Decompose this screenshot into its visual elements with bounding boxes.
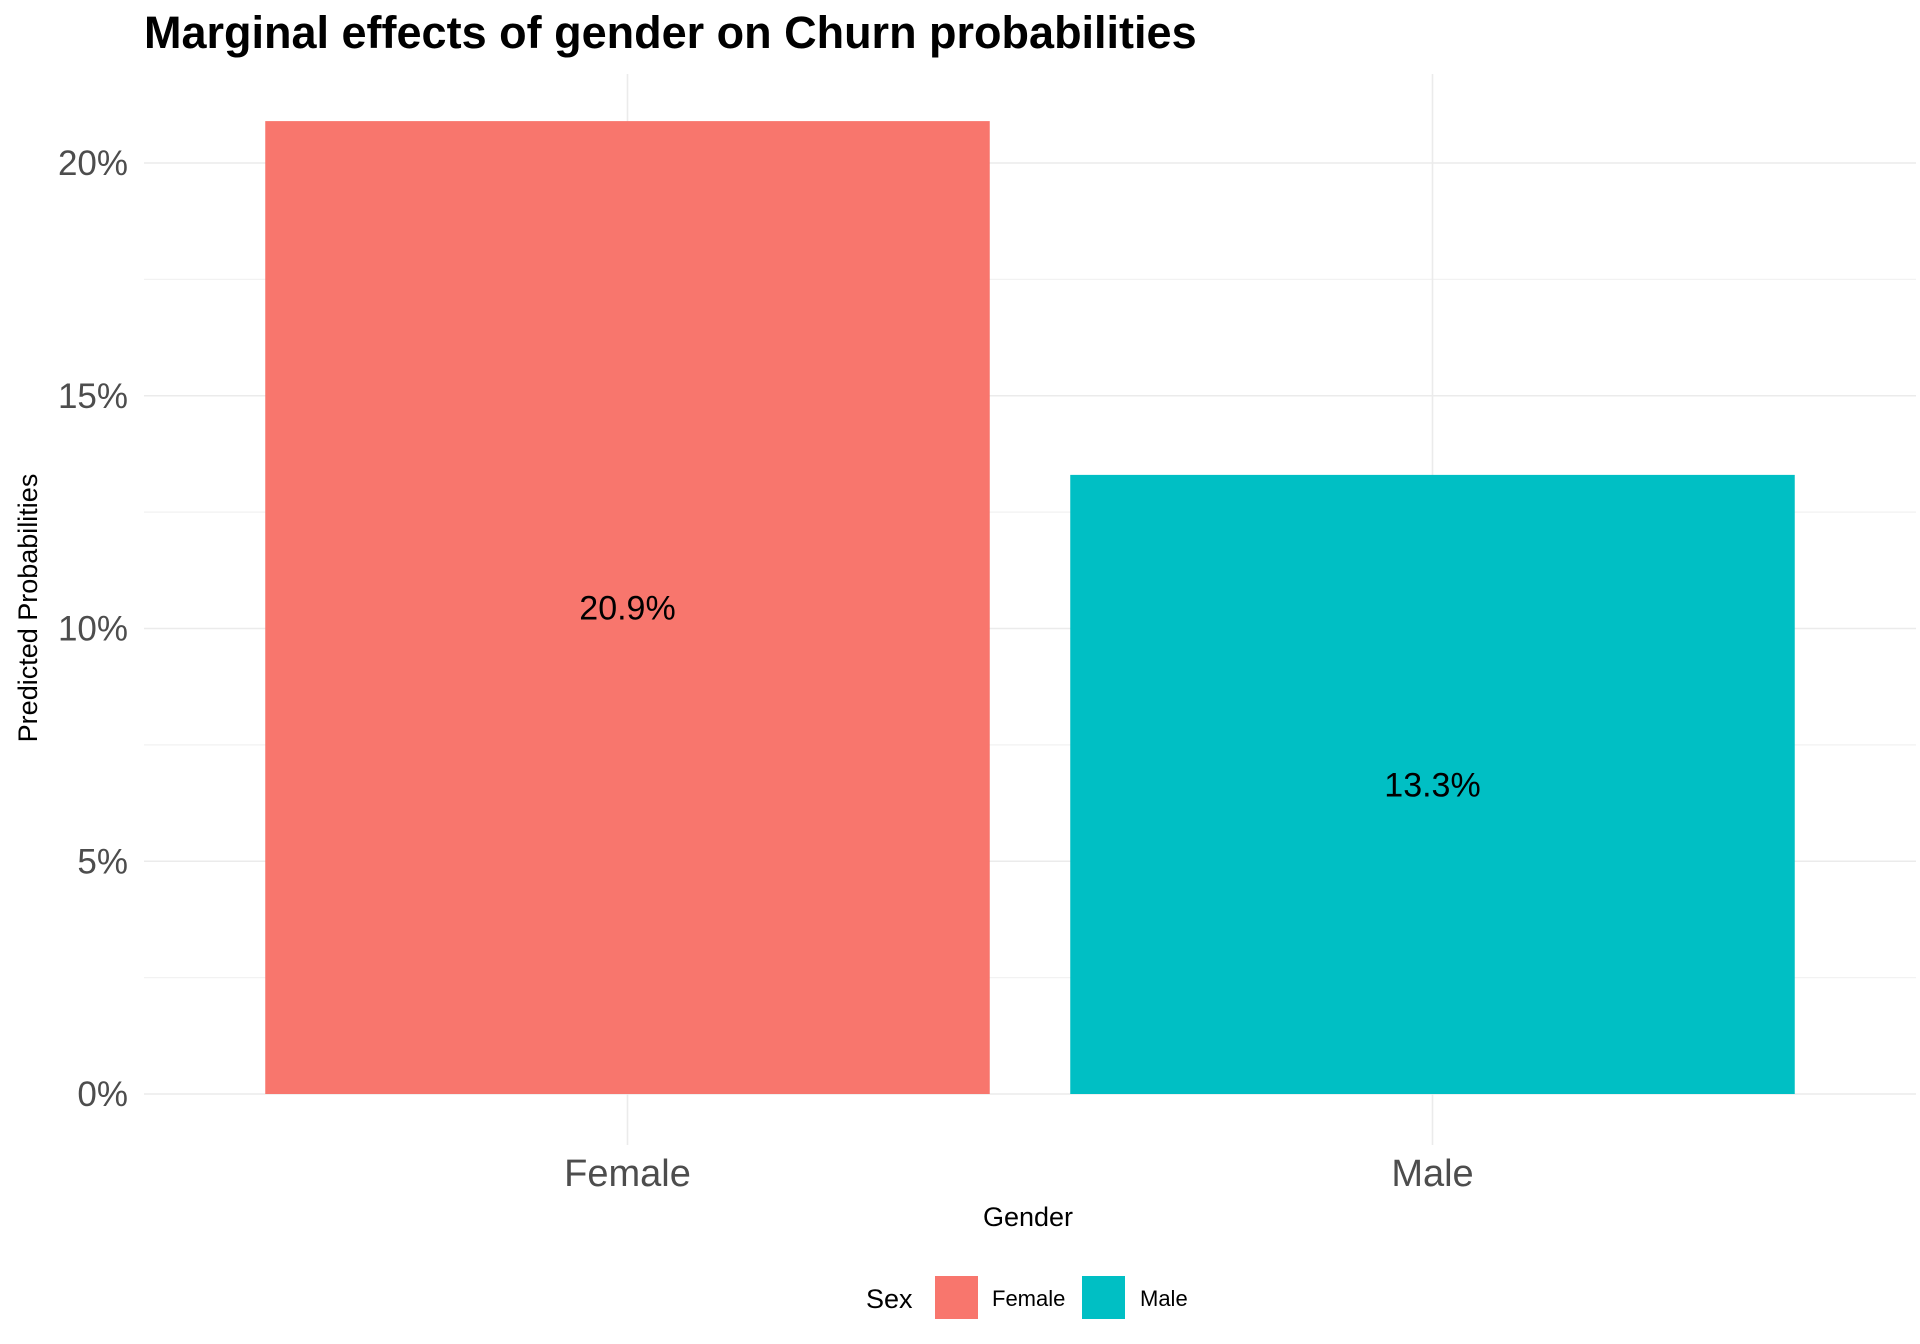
chart-title: Marginal effects of gender on Churn prob… <box>144 7 1197 58</box>
bar-male <box>1070 474 1795 1094</box>
legend-title: Sex <box>866 1284 913 1314</box>
x-tick-label: Male <box>1391 1153 1473 1195</box>
x-tick-label: Female <box>564 1153 691 1195</box>
y-axis-label: Predicted Probabilities <box>13 474 43 743</box>
y-tick-label: 0% <box>77 1075 128 1114</box>
x-axis-label: Gender <box>983 1202 1073 1232</box>
data-labels: 20.9% 13.3% <box>579 590 1480 805</box>
legend-key-male <box>1082 1276 1125 1319</box>
bar-female <box>265 121 990 1095</box>
x-axis-ticks: Female Male <box>564 1153 1474 1195</box>
data-label-male: 13.3% <box>1384 766 1480 804</box>
legend-label-male: Male <box>1140 1286 1188 1311</box>
y-tick-label: 10% <box>58 610 128 649</box>
y-tick-label: 20% <box>58 144 128 183</box>
legend: Sex Female Male <box>866 1276 1188 1319</box>
y-axis-ticks: 0% 5% 10% 15% 20% <box>58 144 128 1114</box>
data-label-female: 20.9% <box>579 590 675 628</box>
legend-label-female: Female <box>992 1286 1065 1311</box>
legend-key-female <box>935 1276 978 1319</box>
y-tick-label: 15% <box>58 377 128 416</box>
bars <box>265 121 1795 1095</box>
y-tick-label: 5% <box>77 842 128 881</box>
